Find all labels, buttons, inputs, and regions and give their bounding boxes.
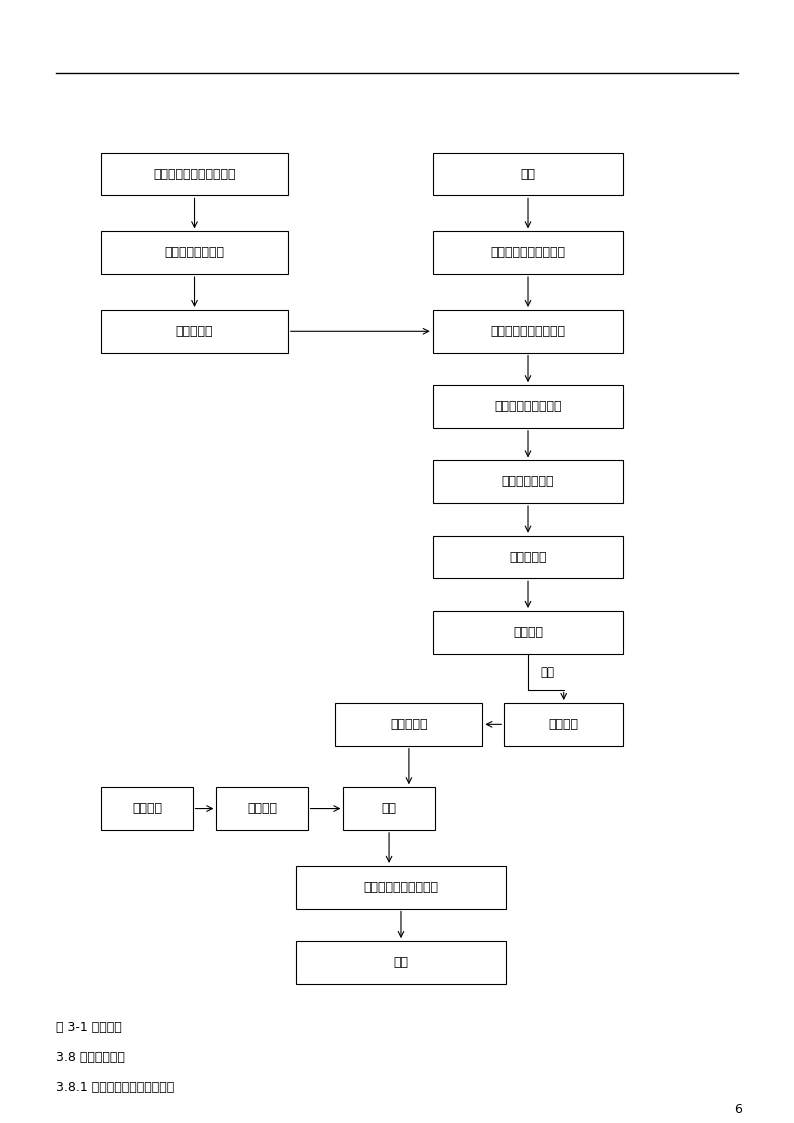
Bar: [102, 787, 192, 830]
Bar: [433, 153, 623, 195]
Text: 工作锚安装: 工作锚安装: [390, 718, 428, 731]
Text: 混凝土施工: 混凝土施工: [509, 550, 547, 564]
Bar: [343, 787, 435, 830]
Bar: [433, 310, 623, 353]
Text: 放线: 放线: [521, 167, 535, 181]
Bar: [295, 866, 507, 909]
Text: 封锶: 封锶: [394, 956, 408, 969]
Bar: [102, 231, 287, 274]
Text: 线形检查、穿模安装: 线形检查、穿模安装: [494, 400, 562, 413]
Bar: [433, 611, 623, 654]
Bar: [295, 941, 507, 984]
Text: 多余部分预应力筋切头: 多余部分预应力筋切头: [364, 880, 438, 894]
Bar: [335, 703, 482, 746]
Bar: [102, 310, 287, 353]
Text: 锂给线、锶具检查、复试: 锂给线、锶具检查、复试: [153, 167, 236, 181]
Text: 设备标定: 设备标定: [247, 802, 277, 815]
Text: 张拉: 张拉: [382, 802, 396, 815]
Bar: [102, 153, 287, 195]
Text: 6: 6: [734, 1103, 742, 1116]
Bar: [433, 231, 623, 274]
Bar: [433, 385, 623, 428]
Bar: [504, 703, 623, 746]
Text: 预应力锂给线绱扎固定: 预应力锂给线绱扎固定: [491, 325, 565, 338]
Bar: [433, 536, 623, 578]
Bar: [216, 787, 308, 830]
Text: 强度报告: 强度报告: [549, 718, 579, 731]
Text: 承压板及支撑锂筋安装: 承压板及支撑锂筋安装: [491, 246, 565, 259]
Text: 合格: 合格: [540, 666, 554, 679]
Text: 试块报告: 试块报告: [513, 626, 543, 639]
Text: 图 3-1 施工流程: 图 3-1 施工流程: [56, 1021, 121, 1034]
Text: 设备维修: 设备维修: [132, 802, 162, 815]
Text: 非预应力筋施工: 非预应力筋施工: [502, 475, 554, 489]
Text: 预应力锂给线下料: 预应力锂给线下料: [164, 246, 225, 259]
Text: 挤压锶制作: 挤压锶制作: [175, 325, 214, 338]
Text: 3.8.1 预应力筋材料进场复试。: 3.8.1 预应力筋材料进场复试。: [56, 1080, 174, 1094]
Text: 3.8 质量控制要点: 3.8 质量控制要点: [56, 1051, 125, 1065]
Bar: [433, 460, 623, 503]
